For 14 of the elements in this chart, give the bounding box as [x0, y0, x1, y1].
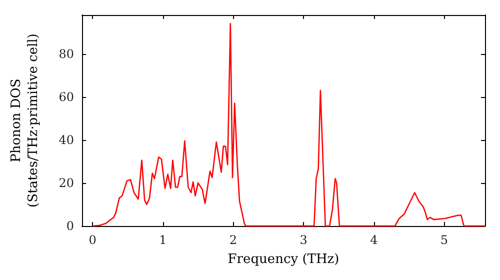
- y-tick-label: 40: [58, 132, 74, 147]
- y-tick-label: 60: [58, 90, 74, 104]
- y-tick-label: 20: [58, 176, 74, 190]
- x-tick-label: 5: [440, 233, 448, 247]
- x-tick-label: 3: [300, 233, 308, 247]
- line-series: [92, 22, 486, 227]
- y-axis-title: Phonon DOS (States/THz·primitive cell): [9, 33, 41, 208]
- y-tick-label: 80: [58, 46, 74, 61]
- y-tick-label: 0: [66, 219, 74, 233]
- x-tick-label: 0: [88, 233, 96, 247]
- x-axis-title: Frequency (THz): [228, 252, 340, 267]
- x-tick-label: 2: [229, 233, 238, 247]
- x-tick-label: 1: [159, 233, 167, 247]
- x-tick-label: 4: [370, 233, 378, 247]
